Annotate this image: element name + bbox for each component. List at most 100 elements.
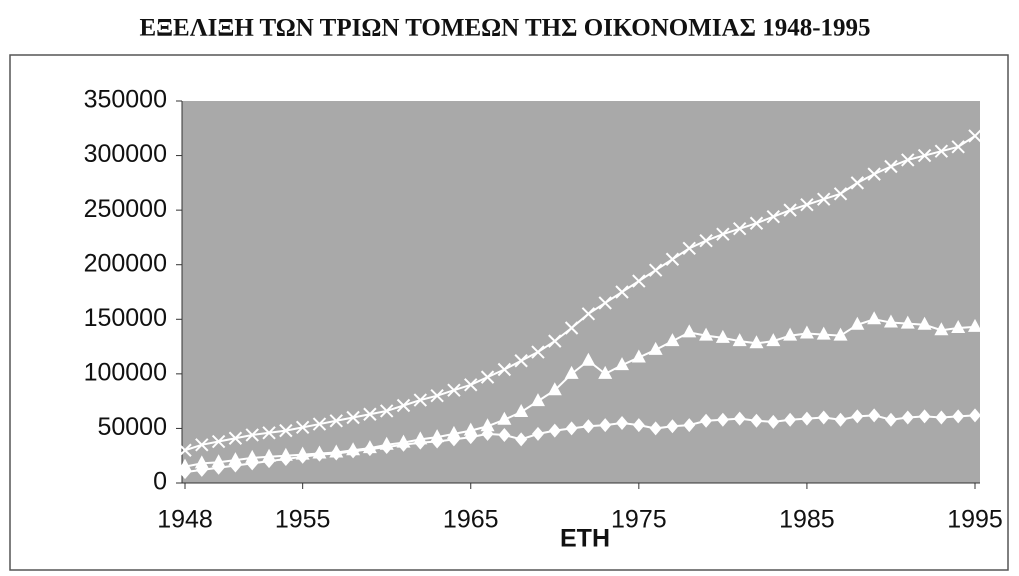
data-point [598, 365, 613, 379]
x-tick-label: 1975 [611, 506, 667, 534]
data-point [514, 354, 528, 368]
data-point [783, 327, 798, 341]
data-point [682, 241, 696, 256]
data-point [228, 431, 243, 445]
data-point [700, 413, 713, 428]
data-point [968, 129, 982, 143]
data-point [750, 413, 763, 428]
data-point [195, 462, 208, 477]
data-point [447, 383, 461, 397]
data-point [968, 318, 982, 332]
data-point [900, 315, 915, 329]
data-point [295, 420, 310, 435]
data-point [867, 167, 881, 181]
data-point [530, 393, 545, 407]
data-point [263, 454, 276, 469]
data-point [346, 410, 360, 425]
data-point [195, 438, 209, 452]
x-tick-label: 1995 [947, 506, 1003, 534]
data-point [934, 144, 949, 158]
data-point [951, 320, 966, 334]
data-point [632, 274, 646, 288]
y-tick-label: 0 [153, 468, 167, 496]
data-point [951, 140, 965, 154]
y-tick-label: 350000 [84, 86, 167, 114]
data-point [784, 412, 797, 427]
data-point [548, 423, 561, 438]
data-point [833, 327, 848, 341]
data-point [716, 412, 729, 427]
data-point [631, 349, 646, 363]
data-point [363, 407, 377, 421]
data-point [816, 326, 831, 340]
data-point [901, 410, 914, 425]
data-point [666, 419, 679, 434]
data-point [599, 418, 612, 433]
data-point [397, 437, 410, 452]
data-point [934, 322, 949, 336]
data-point [179, 465, 191, 480]
data-point [800, 411, 813, 426]
data-point [632, 418, 645, 433]
data-point [564, 365, 579, 379]
data-point [917, 148, 932, 163]
data-point [884, 159, 898, 174]
data-point [649, 421, 662, 436]
y-tick-label: 300000 [84, 140, 167, 168]
data-point [430, 388, 444, 403]
data-point [883, 314, 898, 328]
data-point [715, 329, 730, 343]
data-point [178, 443, 192, 457]
data-point [330, 446, 343, 461]
data-point [833, 187, 848, 201]
data-point [246, 456, 259, 471]
data-point [279, 451, 292, 466]
data-point [212, 460, 225, 475]
data-point [531, 426, 544, 441]
data-point [194, 455, 209, 469]
data-point [682, 324, 697, 338]
data-point [481, 426, 494, 441]
data-point [716, 227, 730, 241]
data-point [969, 408, 981, 423]
data-point [564, 321, 579, 335]
data-point [413, 393, 428, 407]
y-tick-label: 200000 [84, 249, 167, 277]
data-point [431, 434, 444, 449]
data-point [850, 316, 865, 330]
data-point [648, 263, 663, 277]
data-point [749, 335, 764, 349]
data-point [329, 414, 343, 428]
data-point [665, 333, 680, 347]
data-point [615, 357, 630, 371]
data-point [733, 411, 746, 426]
data-point [498, 427, 511, 442]
data-point [799, 325, 814, 339]
data-point [851, 409, 864, 424]
data-point [648, 341, 663, 355]
data-point [901, 153, 915, 167]
data-point [447, 432, 460, 447]
data-point [766, 209, 781, 224]
data-point [497, 362, 512, 377]
data-point [850, 176, 865, 190]
data-point [766, 333, 781, 347]
x-tick-label: 1955 [275, 506, 331, 534]
data-point [379, 404, 394, 418]
data-point [497, 411, 512, 425]
data-point [699, 233, 713, 248]
data-point [279, 423, 293, 438]
data-point [531, 345, 545, 359]
data-point [211, 434, 226, 449]
data-point [515, 432, 528, 447]
data-point [783, 203, 797, 217]
data-point [867, 311, 882, 325]
data-point [800, 197, 814, 212]
data-point [245, 428, 259, 442]
data-point [683, 418, 696, 433]
data-point [817, 410, 830, 425]
data-point [480, 370, 495, 384]
data-point [313, 447, 326, 462]
data-point [262, 426, 276, 440]
